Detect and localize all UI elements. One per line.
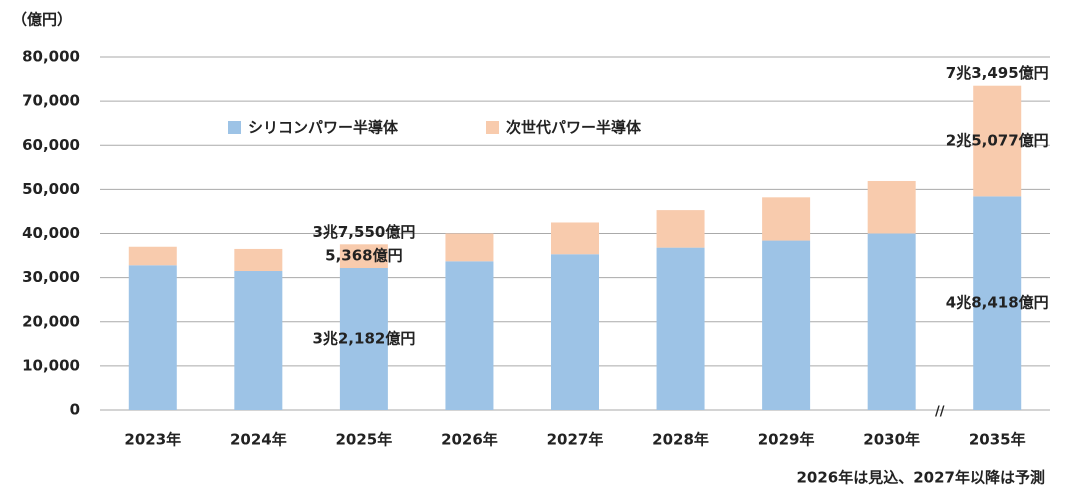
bar-segment bbox=[339, 267, 388, 410]
x-tick-label: 2027年 bbox=[547, 431, 604, 449]
bar-segment bbox=[551, 254, 599, 410]
x-tick-label: 2026年 bbox=[441, 431, 498, 449]
bar-segment bbox=[973, 85, 1022, 197]
legend-swatch bbox=[228, 121, 241, 134]
x-tick-label: 2023年 bbox=[124, 431, 181, 449]
x-tick-label: 2024年 bbox=[230, 431, 287, 449]
bar-segment bbox=[128, 265, 177, 410]
x-tick-label: 2030年 bbox=[863, 431, 920, 449]
legend-label: シリコンパワー半導体 bbox=[248, 119, 399, 137]
y-tick-label: 70,000 bbox=[22, 92, 80, 110]
x-tick-label: 2028年 bbox=[652, 431, 709, 449]
bar-segment bbox=[867, 180, 916, 234]
bar-segment bbox=[128, 246, 177, 266]
bar-segment bbox=[445, 261, 494, 410]
bar-segment bbox=[445, 233, 494, 262]
legend-swatch bbox=[486, 121, 499, 134]
bar-segment bbox=[762, 240, 811, 410]
plot: 0 10,000 20,000 30,000 40,000 50,000 60,000 70,… bbox=[22, 48, 1050, 449]
y-tick-label: 60,000 bbox=[22, 136, 80, 154]
axis-break: // bbox=[935, 405, 945, 420]
y-tick-label: 0 bbox=[70, 401, 80, 419]
data-label: 3兆2,182億円 bbox=[312, 329, 415, 347]
bar-segment bbox=[656, 247, 705, 410]
bar-segment bbox=[234, 248, 283, 272]
data-label: 4兆8,418億円 bbox=[946, 294, 1049, 312]
data-label: 5,368億円 bbox=[325, 247, 402, 265]
data-label: 2兆5,077億円 bbox=[946, 132, 1049, 150]
bar-segment bbox=[339, 244, 388, 268]
x-tick-label: 2035年 bbox=[969, 431, 1026, 449]
y-tick-label: 50,000 bbox=[22, 180, 80, 198]
bar-segment bbox=[551, 222, 599, 255]
footnote: 2026年は見込、2027年以降は予測 bbox=[797, 469, 1046, 487]
y-tick-label: 30,000 bbox=[22, 268, 80, 286]
x-tick-label: 2029年 bbox=[758, 431, 815, 449]
x-tick-label: 2025年 bbox=[336, 431, 393, 449]
y-tick-label: 10,000 bbox=[22, 356, 80, 374]
y-tick-label: 80,000 bbox=[22, 48, 80, 66]
bar-segment bbox=[234, 271, 283, 410]
bar-segment bbox=[973, 196, 1022, 410]
legend-label: 次世代パワー半導体 bbox=[506, 119, 642, 137]
bar-segment bbox=[762, 197, 811, 241]
y-tick-label: 20,000 bbox=[22, 312, 80, 330]
bar-segment bbox=[867, 233, 916, 410]
total-label: 3兆7,550億円 bbox=[312, 223, 415, 241]
bar-segment bbox=[656, 210, 705, 248]
y-tick-label: 40,000 bbox=[22, 224, 80, 242]
total-label: 7兆3,495億円 bbox=[946, 64, 1049, 82]
y-axis-unit: （億円） bbox=[12, 11, 72, 29]
